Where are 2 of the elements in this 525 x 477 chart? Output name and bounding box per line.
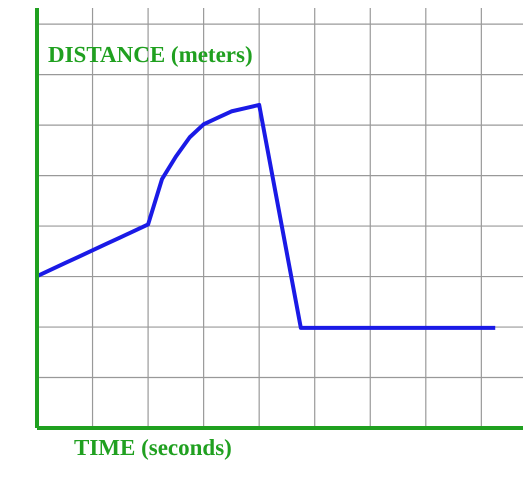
x-axis-title: TIME (seconds) [74,435,232,461]
y-axis-title: DISTANCE (meters) [48,42,253,68]
